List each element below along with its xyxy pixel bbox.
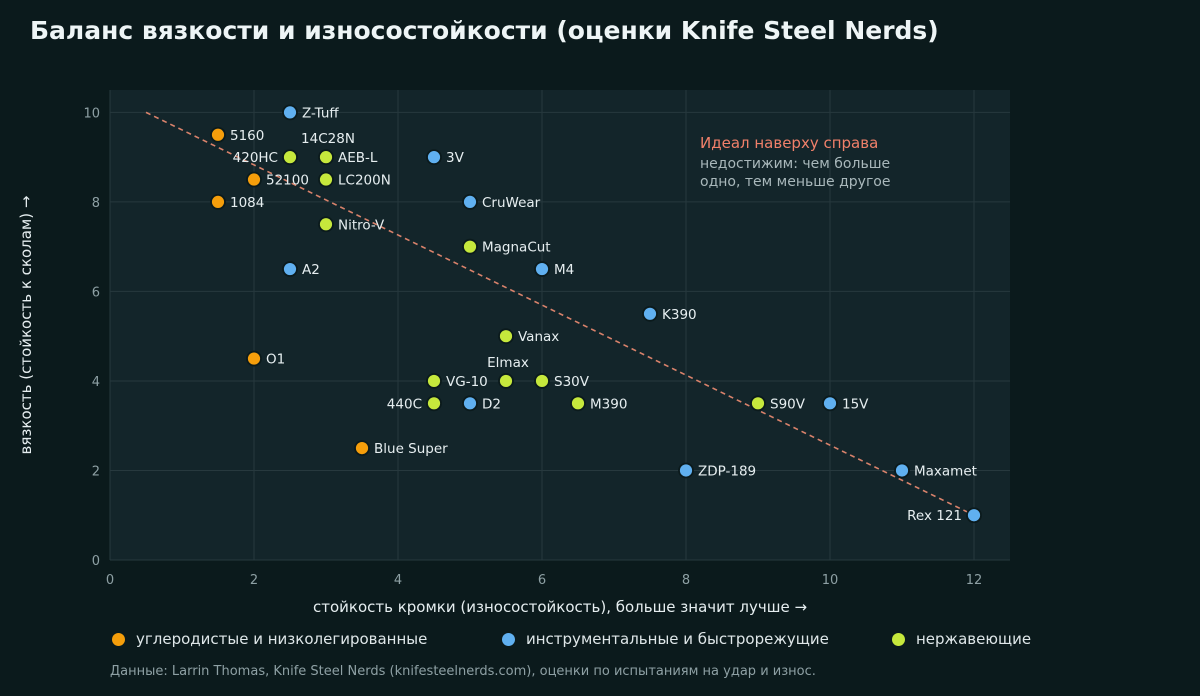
point-label: 440C (387, 396, 422, 412)
point-vanax (498, 328, 514, 345)
y-tick-label: 8 (92, 196, 100, 211)
point-o1 (246, 350, 262, 367)
point-label: M390 (590, 396, 627, 412)
source-note: Данные: Larrin Thomas, Knife Steel Nerds… (110, 664, 816, 679)
x-tick-label: 2 (250, 573, 258, 588)
point-vg-10 (426, 373, 442, 389)
point-d2 (462, 395, 478, 412)
chart-title: Баланс вязкости и износостойкости (оценк… (30, 16, 939, 45)
legend-swatch-tool (501, 631, 516, 647)
point-label: 52100 (266, 173, 309, 189)
trend-line (145, 111, 975, 516)
point-label: 14C28N (301, 131, 355, 147)
x-tick-label: 0 (106, 573, 114, 588)
point-5160 (210, 126, 226, 143)
y-tick-label: 10 (83, 106, 100, 121)
y-tick-label: 4 (92, 375, 100, 390)
point-label: Maxamet (914, 463, 977, 479)
point-label: S90V (770, 396, 806, 412)
x-tick-label: 6 (538, 573, 546, 588)
y-axis-label: вязкость (стойкость к сколам) → (17, 196, 35, 455)
point-label: M4 (554, 262, 574, 278)
point-label: A2 (302, 262, 320, 278)
legend-item-tool: инструментальные и быстрорежущие (501, 630, 829, 648)
annotation-heading: Идеал наверху справа (700, 134, 878, 152)
point-label: LC200N (338, 173, 391, 189)
point-cruwear (462, 194, 478, 210)
point-label: AEB-L (338, 150, 378, 166)
point-14c28n (318, 149, 334, 166)
point-420hc (282, 149, 298, 166)
x-tick-label: 4 (394, 573, 402, 588)
point-label: O1 (266, 352, 285, 368)
legend: углеродистые и низколегированные инструм… (0, 630, 1200, 650)
point-elmax (498, 373, 514, 389)
legend-swatch-stainless (891, 631, 906, 647)
point-label: CruWear (482, 195, 541, 211)
point-zdp-189 (678, 462, 694, 479)
x-tick-label: 12 (966, 573, 983, 588)
legend-swatch-carbon (111, 631, 126, 647)
legend-label-stainless: нержавеющие (916, 630, 1032, 648)
point-label: 3V (446, 150, 465, 166)
point-label: 420HC (233, 150, 278, 166)
point-label: VG-10 (446, 374, 488, 390)
point-label: Z-Tuff (302, 105, 339, 121)
y-tick-label: 0 (92, 554, 100, 569)
point-label: Blue Super (374, 441, 448, 457)
point-1084 (210, 194, 226, 210)
point-maxamet (894, 462, 910, 479)
annotation-line-1: недостижим: чем больше (700, 156, 890, 172)
x-tick-label: 10 (822, 573, 839, 588)
point-s90v (750, 395, 766, 412)
tick-labels: 0 2 4 6 8 10 12 0 2 4 6 8 10 (83, 106, 982, 588)
data-points (210, 104, 982, 524)
point-a2 (282, 261, 298, 277)
point-label: 5160 (230, 128, 264, 144)
point-label: D2 (482, 396, 501, 412)
point-label: 15V (842, 396, 869, 412)
annotation: Идеал наверху справа недостижим: чем бол… (700, 134, 890, 190)
grid-lines (109, 90, 1010, 561)
point-label: S30V (554, 374, 590, 390)
point-s30v (534, 373, 550, 389)
x-tick-label: 8 (682, 573, 690, 588)
point-nitro-v (318, 216, 334, 233)
point-m4 (534, 261, 550, 277)
point-label: MagnaCut (482, 240, 551, 256)
x-axis-label: стойкость кромки (износостойкость), боль… (313, 598, 807, 616)
point-magnacut (462, 238, 478, 255)
point-label: Elmax (487, 355, 529, 371)
point-lc200n (318, 171, 334, 188)
point-label: ZDP-189 (698, 463, 756, 479)
legend-label-tool: инструментальные и быстрорежущие (526, 630, 829, 648)
point-label: Nitro-V (338, 217, 385, 233)
y-tick-label: 2 (92, 464, 100, 479)
y-tick-label: 6 (92, 285, 100, 300)
point-label: Vanax (518, 329, 559, 345)
legend-item-stainless: нержавеющие (891, 630, 1031, 648)
point-label: Rex 121 (907, 508, 962, 524)
point-label: 1084 (230, 195, 264, 211)
point-label: K390 (662, 307, 697, 323)
legend-item-carbon: углеродистые и низколегированные (111, 630, 427, 648)
point-blue-super (354, 440, 370, 456)
legend-label-carbon: углеродистые и низколегированные (136, 630, 428, 648)
point-z-tuff (282, 104, 298, 121)
point-3v (426, 149, 442, 166)
point-440c (426, 395, 442, 412)
point-rex-121 (966, 507, 982, 524)
annotation-line-2: одно, тем меньше другое (700, 174, 890, 190)
point-52100 (246, 171, 262, 188)
point-m390 (570, 395, 586, 412)
point-15v (822, 395, 838, 412)
point-k390 (642, 305, 658, 322)
